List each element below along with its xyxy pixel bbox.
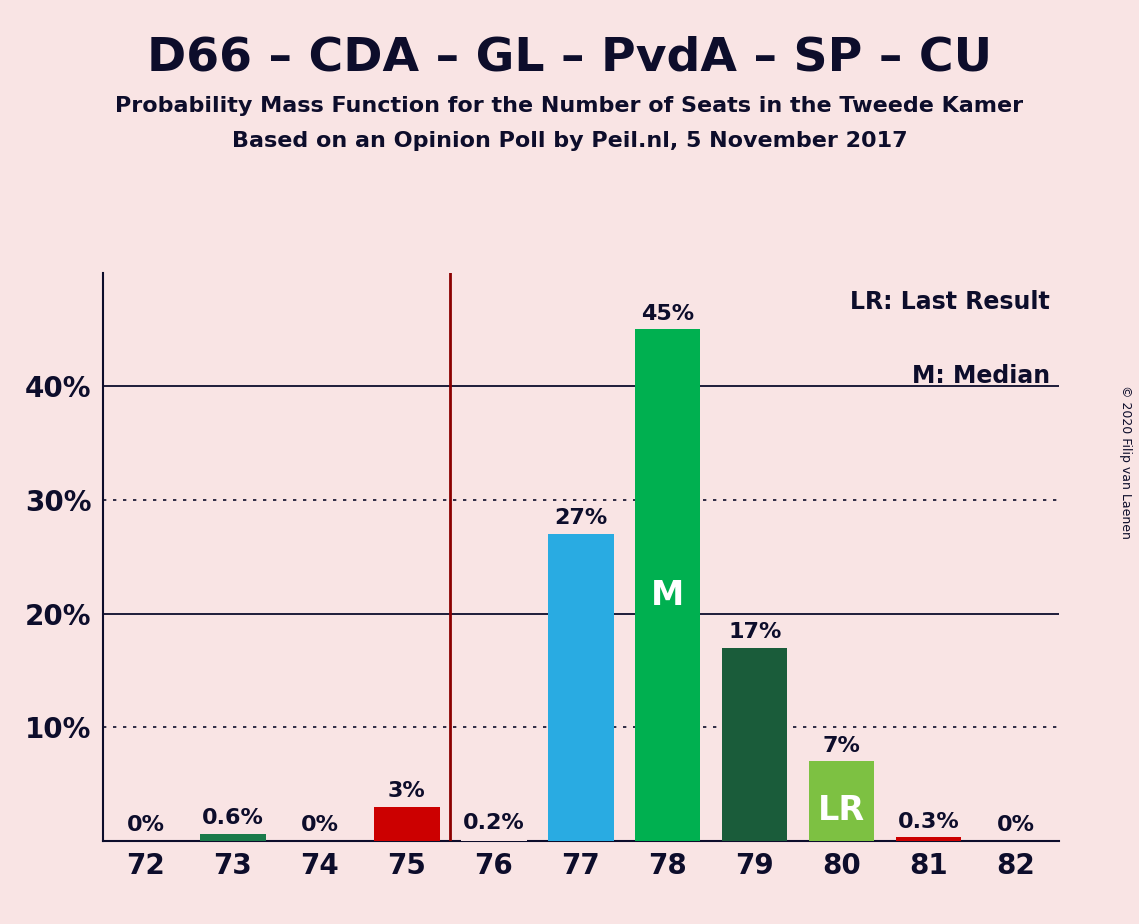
Bar: [375, 807, 440, 841]
Text: 0%: 0%: [301, 815, 339, 835]
Text: M: Median: M: Median: [911, 363, 1050, 387]
Text: 0%: 0%: [128, 815, 165, 835]
Text: 17%: 17%: [728, 622, 781, 642]
Bar: [548, 534, 614, 841]
Text: 0.2%: 0.2%: [464, 813, 525, 833]
Bar: [200, 834, 265, 841]
Text: LR: Last Result: LR: Last Result: [850, 289, 1050, 313]
Bar: [809, 761, 875, 841]
Bar: [896, 837, 961, 841]
Text: 45%: 45%: [641, 304, 695, 323]
Text: 0.3%: 0.3%: [898, 812, 960, 832]
Bar: [461, 839, 526, 841]
Bar: [636, 330, 700, 841]
Text: M: M: [652, 578, 685, 612]
Bar: [722, 648, 787, 841]
Text: 27%: 27%: [555, 508, 607, 529]
Text: LR: LR: [818, 794, 866, 827]
Text: 0.6%: 0.6%: [202, 808, 264, 828]
Text: 0%: 0%: [997, 815, 1034, 835]
Text: D66 – CDA – GL – PvdA – SP – CU: D66 – CDA – GL – PvdA – SP – CU: [147, 35, 992, 80]
Text: 7%: 7%: [822, 736, 861, 756]
Text: Based on an Opinion Poll by Peil.nl, 5 November 2017: Based on an Opinion Poll by Peil.nl, 5 N…: [231, 131, 908, 152]
Text: Probability Mass Function for the Number of Seats in the Tweede Kamer: Probability Mass Function for the Number…: [115, 96, 1024, 116]
Text: © 2020 Filip van Laenen: © 2020 Filip van Laenen: [1118, 385, 1132, 539]
Text: 3%: 3%: [388, 781, 426, 801]
